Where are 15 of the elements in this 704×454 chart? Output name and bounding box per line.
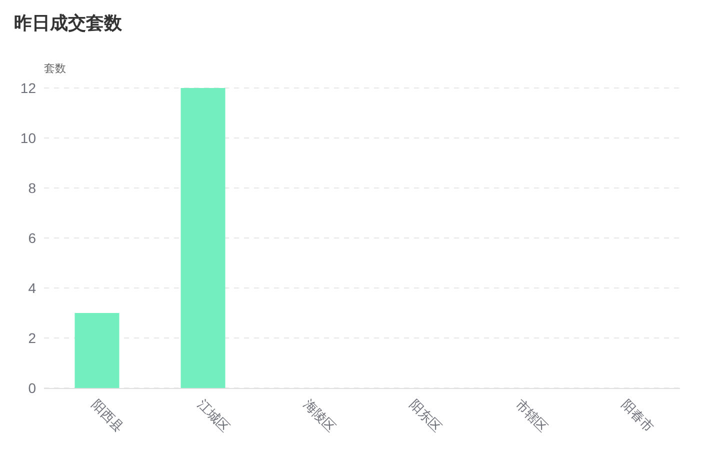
x-tick-label: 海陵区 xyxy=(300,396,339,435)
x-tick-label: 阳西县 xyxy=(88,396,127,435)
y-tick-label: 10 xyxy=(20,130,36,146)
x-tick-label: 阳东区 xyxy=(406,396,445,435)
x-tick-label: 阳春市 xyxy=(618,396,657,435)
x-tick-label: 江城区 xyxy=(194,396,233,435)
y-tick-label: 4 xyxy=(28,280,36,296)
y-axis-title: 套数 xyxy=(44,63,66,75)
y-tick-label: 6 xyxy=(28,230,36,246)
chart-title: 昨日成交套数 xyxy=(14,13,123,33)
y-tick-label: 8 xyxy=(28,180,36,196)
x-tick-label: 市辖区 xyxy=(512,396,551,435)
y-tick-label: 12 xyxy=(20,80,36,96)
y-tick-label: 2 xyxy=(28,330,36,346)
y-tick-label: 0 xyxy=(28,380,36,396)
